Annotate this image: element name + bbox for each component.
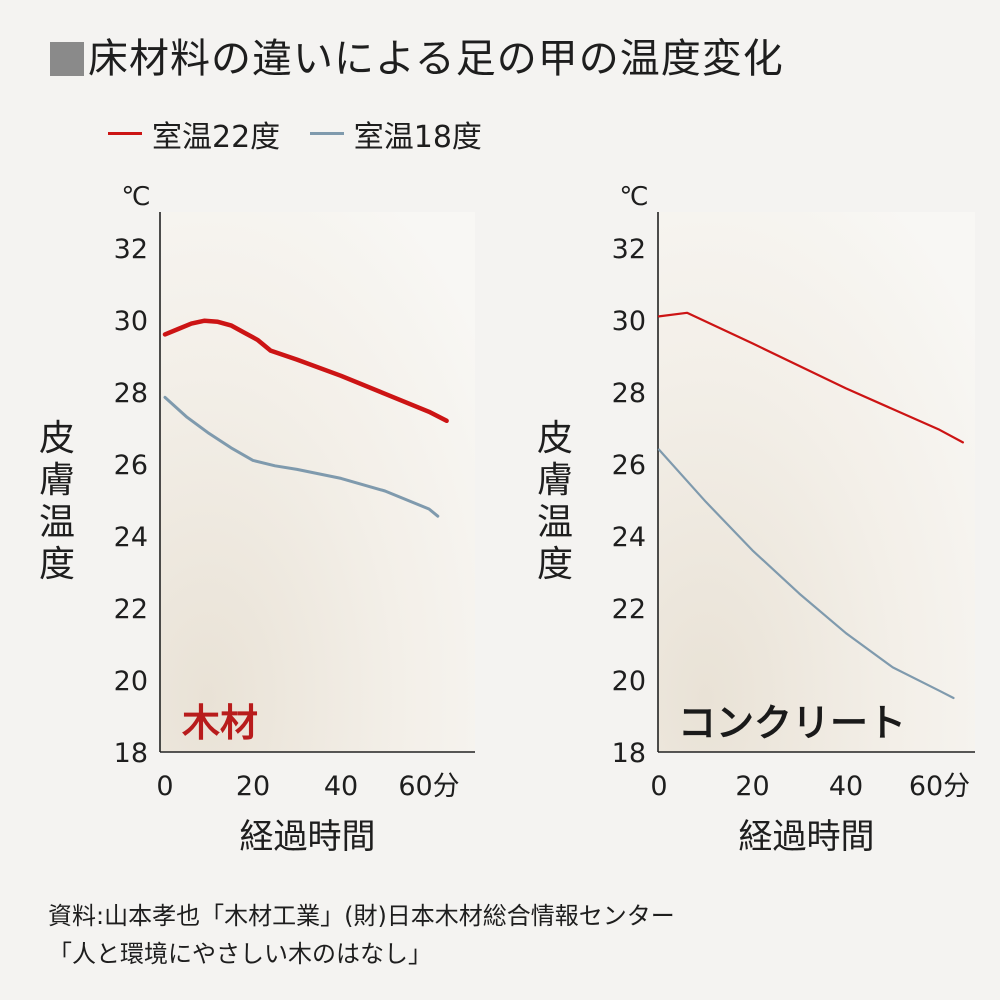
- wood-y-tick-label-18: 18: [114, 738, 148, 769]
- concrete-x-tick-label-20: 20: [735, 771, 769, 802]
- source-line-2: 「人と環境にやさしい木のはなし」: [48, 940, 432, 968]
- wood-y-tick-label-32: 32: [114, 234, 148, 265]
- concrete-series-line-room18: [657, 448, 955, 700]
- concrete-y-axis-title-char: 温: [537, 502, 573, 543]
- concrete-y-tick-label-26: 26: [612, 450, 646, 481]
- concrete-y-axis-title-char: 度: [537, 544, 573, 585]
- legend-line-room18: [309, 132, 344, 135]
- wood-series-line-room18: [163, 395, 440, 518]
- legend-label-room18: 室温18度: [353, 119, 482, 155]
- concrete-y-tick-label-22: 22: [612, 594, 646, 625]
- source-line-1: 資料:山本孝也「木材工業」(財)日本木材総合情報センター: [48, 902, 675, 930]
- chart-title-text: 床材料の違いによる足の甲の温度変化: [88, 36, 784, 82]
- wood-y-axis-title-char: 度: [39, 544, 75, 585]
- wood-x-axis-title: 経過時間: [240, 817, 376, 857]
- concrete-y-tick-label-28: 28: [612, 378, 646, 409]
- legend-line-room22: [108, 132, 142, 135]
- legend-label-room22: 室温22度: [152, 119, 281, 155]
- concrete-y-axis-title-char: 皮: [537, 418, 573, 459]
- concrete-y-axis-title-char: 膚: [537, 460, 573, 501]
- wood-y-tick-label-30: 30: [114, 306, 148, 337]
- concrete-unit-label: ℃: [619, 182, 648, 212]
- wood-x-tick-label-20: 20: [236, 771, 270, 802]
- concrete-x-tick-label-60: 60分: [909, 771, 970, 802]
- wood-series-line-room22: [162, 318, 449, 424]
- legend-item-room18: 室温18度: [309, 112, 482, 156]
- wood-y-axis-title-char: 温: [39, 502, 75, 543]
- wood-y-tick-label-22: 22: [114, 594, 148, 625]
- wood-y-axis-title-char: 皮: [39, 418, 75, 459]
- wood-panel-label: 木材: [182, 701, 258, 745]
- legend: 室温22度 室温18度: [108, 108, 502, 156]
- wood-y-axis-title-char: 膚: [39, 460, 75, 501]
- wood-plot-background: [160, 212, 475, 752]
- concrete-y-tick-label-18: 18: [612, 738, 646, 769]
- wood-x-tick-label-0: 0: [156, 771, 173, 802]
- concrete-series-line-room22: [657, 311, 964, 444]
- legend-item-room22: 室温22度: [108, 112, 280, 156]
- concrete-y-tick-label-24: 24: [612, 522, 646, 553]
- concrete-x-tick-label-0: 0: [650, 771, 667, 802]
- wood-y-tick-label-26: 26: [114, 450, 148, 481]
- wood-y-tick-label-28: 28: [114, 378, 148, 409]
- concrete-y-tick-label-30: 30: [612, 306, 646, 337]
- source-note: 資料:山本孝也「木材工業」(財)日本木材総合情報センター 「人と環境にやさしい木…: [48, 897, 675, 973]
- title-square-icon: [50, 42, 84, 76]
- concrete-y-tick-label-20: 20: [612, 666, 646, 697]
- concrete-y-tick-label-32: 32: [612, 234, 646, 265]
- wood-unit-label: ℃: [121, 182, 150, 212]
- wood-x-tick-label-60: 60分: [398, 771, 459, 802]
- wood-y-tick-label-24: 24: [114, 522, 148, 553]
- concrete-panel-label: コンクリート: [678, 701, 906, 745]
- wood-x-tick-label-40: 40: [324, 771, 358, 802]
- chart-title: 床材料の違いによる足の甲の温度変化: [50, 26, 784, 84]
- concrete-plot-background: [658, 212, 975, 752]
- concrete-x-axis-title: 経過時間: [739, 817, 875, 857]
- wood-y-tick-label-20: 20: [114, 666, 148, 697]
- concrete-x-tick-label-40: 40: [829, 771, 863, 802]
